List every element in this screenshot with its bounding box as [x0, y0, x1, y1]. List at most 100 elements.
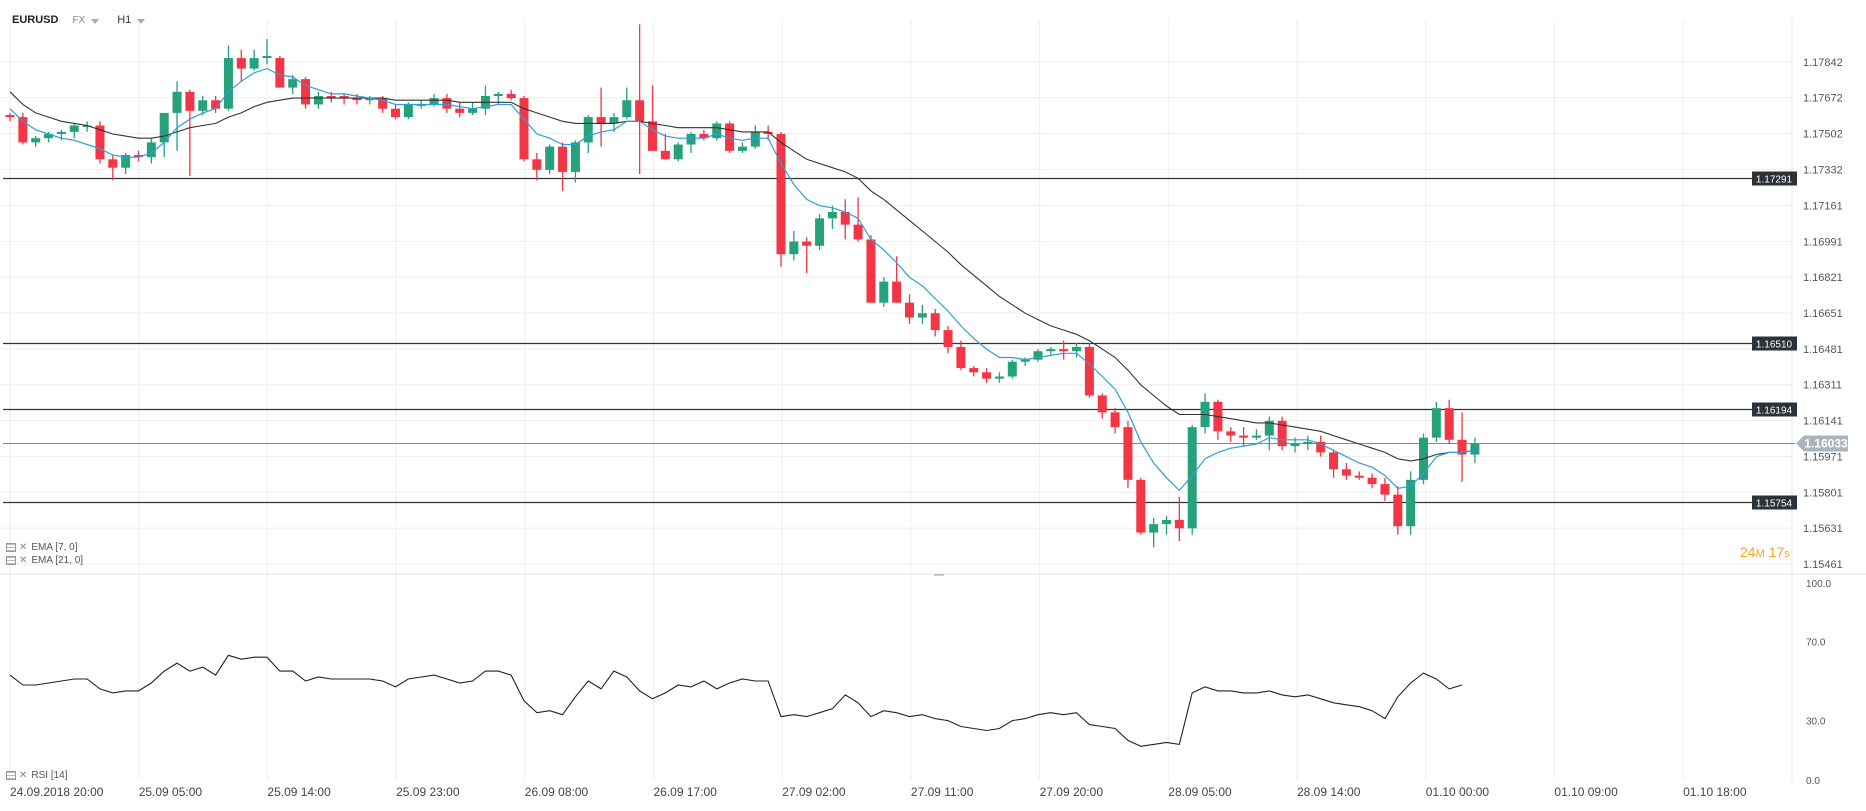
close-icon[interactable]: ✕: [19, 542, 28, 553]
candle-down: [532, 159, 542, 170]
ema-lines: [9, 67, 1475, 492]
candle-up: [313, 96, 323, 105]
candle-up: [737, 146, 747, 151]
settings-icon[interactable]: [6, 543, 16, 552]
rsi-label: RSI [14]: [31, 770, 68, 781]
candle-up: [1046, 349, 1056, 352]
candle-down: [339, 96, 349, 99]
candle-down: [519, 98, 529, 160]
candle-up: [1007, 361, 1017, 377]
settings-icon[interactable]: [6, 771, 16, 780]
candle-down: [699, 133, 709, 139]
level-tag-label: 1.16510: [1756, 340, 1793, 351]
candle-down: [866, 239, 876, 303]
candle-up: [249, 58, 259, 69]
candle-up: [1072, 346, 1082, 352]
candle-down: [930, 313, 940, 331]
x-tick-label: 01.10 09:00: [1554, 785, 1618, 799]
rsi-tick-label: 100.0: [1806, 579, 1831, 590]
candle-up: [1020, 359, 1030, 362]
rsi-panel: [9, 654, 1463, 747]
candle-down: [211, 100, 221, 109]
candle-up: [82, 125, 92, 128]
candle-down: [558, 146, 568, 172]
candlestick-series: [5, 24, 1480, 548]
candle-down: [853, 224, 863, 240]
price-tick-label: 1.15971: [1803, 451, 1843, 463]
candle-down: [969, 368, 979, 373]
candle-up: [493, 93, 503, 97]
x-tick-label: 26.09 17:00: [654, 785, 718, 799]
market-label[interactable]: FX: [72, 14, 86, 26]
ema21-line: [9, 91, 1475, 462]
candle-down: [378, 98, 388, 109]
legend-ema7[interactable]: ✕ EMA [7, 0]: [6, 542, 78, 553]
price-tick-label: 1.16991: [1803, 236, 1843, 248]
x-tick-label: 01.10 00:00: [1426, 785, 1490, 799]
candle-down: [1393, 494, 1403, 527]
axes: 24.09.2018 20:00 25.09 05:00 25.09 14:00 25…: [10, 57, 1843, 799]
candle-up: [1406, 479, 1416, 527]
close-icon[interactable]: ✕: [19, 770, 28, 781]
chart-header: EURUSD FX H1: [12, 12, 146, 28]
candle-up: [198, 100, 208, 111]
x-tick-label: 25.09 14:00: [267, 785, 331, 799]
candle-up: [570, 142, 580, 172]
level-tag: [1752, 402, 1797, 417]
legend-rsi[interactable]: ✕ RSI [14]: [6, 770, 68, 781]
candle-up: [1470, 443, 1480, 455]
candle-down: [326, 96, 336, 99]
price-tick-label: 1.17502: [1803, 129, 1843, 141]
legend-ema21[interactable]: ✕ EMA [21, 0]: [6, 555, 83, 566]
symbol-label[interactable]: EURUSD: [12, 14, 59, 26]
candle-down: [455, 108, 465, 113]
candle-down: [802, 241, 812, 246]
candle-down: [185, 91, 195, 111]
candle-down: [635, 100, 645, 122]
candle-up: [1264, 420, 1274, 436]
candle-up: [31, 138, 41, 143]
candle-up: [416, 104, 426, 106]
rsi-tick-label: 0.0: [1806, 776, 1820, 787]
candle-down: [905, 302, 914, 318]
grid-lines: [0, 20, 1866, 780]
price-tick-label: 1.15801: [1803, 487, 1843, 499]
candle-down: [5, 114, 15, 118]
price-tick-label: 1.17161: [1803, 200, 1843, 212]
x-tick-label: 28.09 05:00: [1168, 785, 1232, 799]
chevron-down-icon[interactable]: [137, 18, 146, 24]
candle-countdown: 24M 17s: [1740, 544, 1790, 560]
rsi-line: [9, 654, 1463, 747]
close-icon[interactable]: ✕: [19, 555, 28, 566]
candle-down: [1277, 420, 1287, 447]
countdown-minutes: 24: [1740, 544, 1756, 560]
candle-down: [1097, 395, 1107, 413]
candle-down: [95, 125, 105, 160]
current-price-tag: [1796, 435, 1848, 452]
candle-down: [776, 133, 786, 255]
candle-down: [275, 58, 285, 88]
timeframe-label[interactable]: H1: [117, 14, 132, 26]
level-tag-label: 1.15754: [1756, 499, 1793, 510]
candle-up: [545, 146, 555, 170]
x-tick-label: 27.09 11:00: [911, 785, 974, 799]
candle-down: [956, 346, 966, 369]
price-tick-label: 1.17332: [1803, 164, 1843, 176]
x-tick-label: 27.09 02:00: [782, 785, 846, 799]
chevron-down-icon[interactable]: [91, 18, 100, 24]
level-tag: [1752, 336, 1797, 351]
candle-down: [840, 212, 850, 225]
candle-up: [1162, 519, 1171, 525]
x-tick-label: 25.09 23:00: [396, 785, 460, 799]
level-tag: [1752, 495, 1797, 510]
price-tick-label: 1.16481: [1803, 344, 1843, 356]
candle-down: [1110, 412, 1120, 428]
candle-down: [943, 330, 953, 347]
ema21-label: EMA [21, 0]: [31, 555, 84, 566]
x-tick-label: 27.09 20:00: [1040, 785, 1104, 799]
settings-icon[interactable]: [6, 556, 16, 565]
candle-down: [18, 117, 28, 143]
candle-up: [750, 131, 760, 147]
level-tag-label: 1.16194: [1756, 406, 1793, 417]
